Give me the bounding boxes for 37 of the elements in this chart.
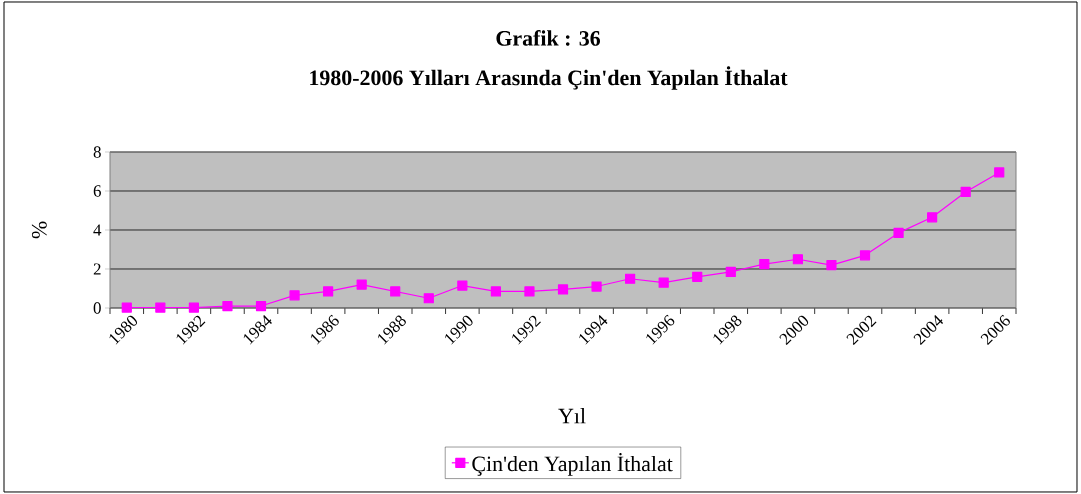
point	[323, 286, 334, 297]
point	[859, 250, 871, 261]
point	[927, 212, 938, 223]
point	[826, 259, 837, 271]
point	[658, 277, 669, 288]
x-axis-title: Yıl	[558, 408, 586, 424]
point	[591, 281, 602, 292]
point	[960, 186, 971, 198]
point	[222, 300, 233, 312]
y-tick-label: 0	[93, 302, 101, 314]
point	[625, 273, 636, 284]
point	[524, 286, 535, 297]
point	[893, 227, 904, 239]
y-tick-label: 2	[93, 263, 101, 275]
point	[356, 279, 367, 290]
point	[490, 286, 501, 297]
point	[255, 300, 267, 312]
point	[692, 271, 703, 282]
point	[759, 259, 770, 270]
y-tick-label: 8	[93, 146, 101, 158]
point	[121, 302, 132, 313]
point	[994, 167, 1005, 178]
point	[188, 302, 199, 313]
y-axis-title: %	[31, 221, 47, 239]
point	[557, 284, 569, 295]
legend-label: Çin'den Yapılan İthalat	[472, 453, 673, 476]
y-tick-label: 6	[93, 185, 101, 197]
point	[792, 254, 803, 265]
point	[289, 290, 300, 301]
point	[457, 280, 468, 291]
point	[423, 293, 434, 304]
point	[155, 302, 166, 313]
point	[390, 286, 401, 297]
chart-title: Grafik : 36	[496, 30, 601, 46]
chart-subtitle: 1980-2006 Yılları Arasında Çin'den Yapılan İthalat	[310, 66, 788, 90]
y-tick-label: 4	[93, 224, 102, 236]
point	[725, 266, 736, 278]
